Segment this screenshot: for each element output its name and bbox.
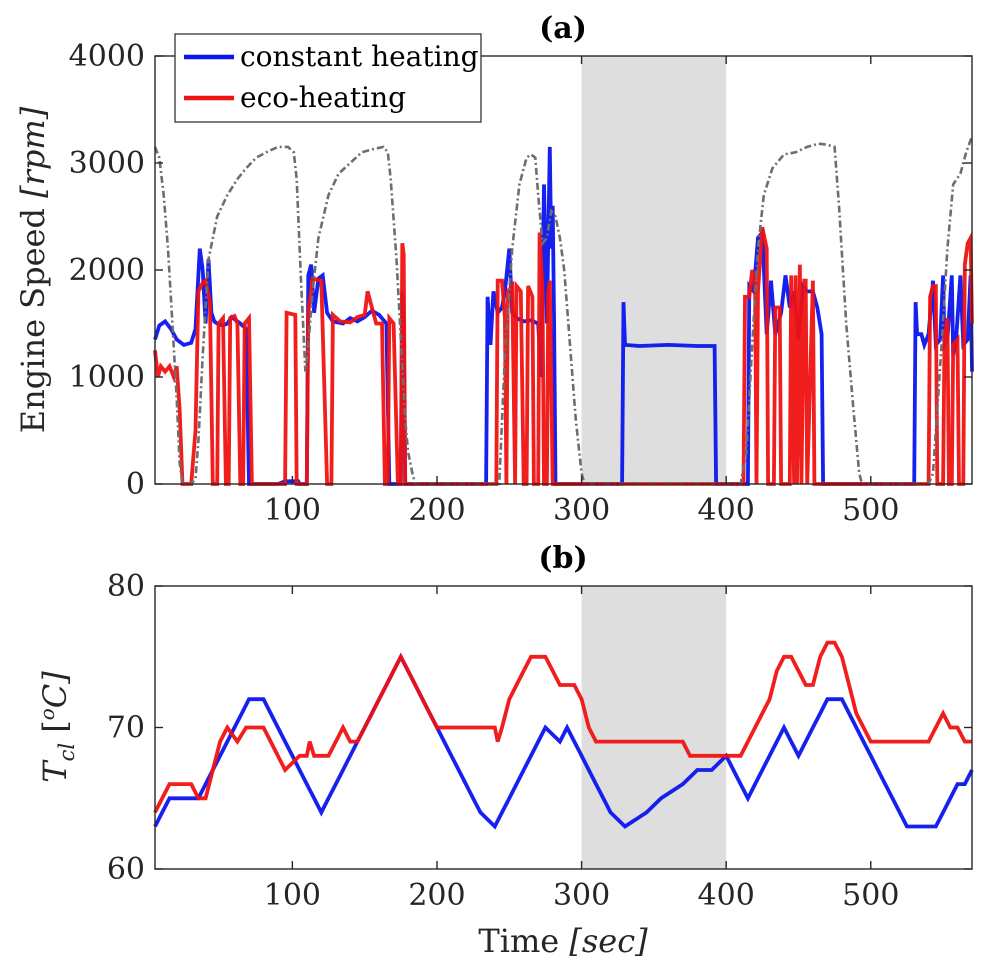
- y-tick-label-a-0: 0: [126, 467, 145, 502]
- y-axis-label-b-sup: o: [35, 708, 59, 720]
- x-tick-label-b-400: 400: [698, 878, 755, 913]
- ticks-b: 100 200 300 400 500 60 70 80: [107, 569, 972, 913]
- x-tick-label-b-200: 200: [408, 878, 465, 913]
- eco-heating-line-b: [153, 640, 972, 814]
- ticks-a: 100 200 300 400 500 0 1000 2000 3000 4000: [69, 39, 972, 528]
- y-tick-label-a-4000: 4000: [69, 39, 145, 74]
- x-tick-label-a-400: 400: [698, 493, 755, 528]
- constant-heating-line-a: [153, 146, 974, 486]
- x-tick-label-b-300: 300: [553, 878, 610, 913]
- legend: constant heating eco-heating: [174, 33, 482, 123]
- y-tick-label-a-2000: 2000: [69, 253, 145, 288]
- x-tick-label-a-300: 300: [553, 493, 610, 528]
- series-layer-a: [153, 135, 974, 486]
- panel-b: 100 200 300 400 500 60 70 80 (b) Tcl [oC] Time …: [35, 541, 974, 960]
- reference-speed-line-a: [153, 135, 974, 486]
- panel-title-a: (a): [539, 11, 587, 46]
- y-tick-label-b-60: 60: [107, 852, 145, 887]
- panel-a: 100 200 300 400 500 0 1000 2000 3000 4000 (a) Eng…: [14, 11, 974, 528]
- y-tick-label-b-70: 70: [107, 711, 145, 746]
- x-tick-label-b-500: 500: [842, 878, 899, 913]
- y-axis-label-b-main: T: [36, 759, 74, 783]
- x-axis-label-b-text: Time: [478, 922, 569, 960]
- eco-heating-line-a: [153, 226, 974, 486]
- shaded-region-a: [581, 56, 727, 484]
- constant-heating-line-b: [153, 652, 974, 830]
- series-layer-b: [153, 640, 974, 830]
- y-tick-label-a-3000: 3000: [69, 146, 145, 181]
- x-axis-label-b-unit: [sec]: [569, 922, 648, 960]
- y-axis-label-b-rest: C]: [36, 671, 74, 708]
- legend-box: [174, 33, 482, 123]
- y-axis-label-a-text: Engine Speed: [14, 198, 52, 433]
- y-axis-label-a-unit: [rpm]: [14, 106, 52, 198]
- y-axis-label-b: Tcl [oC]: [35, 671, 79, 783]
- x-tick-label-b-100: 100: [264, 878, 321, 913]
- legend-label-constant-heating: constant heating: [240, 40, 479, 73]
- shaded-region-b: [581, 586, 727, 869]
- x-tick-label-a-500: 500: [842, 493, 899, 528]
- x-axis-label-b: Time [sec]: [478, 922, 648, 960]
- panel-title-b: (b): [538, 541, 587, 576]
- y-tick-label-a-1000: 1000: [69, 360, 145, 395]
- y-axis-label-b-open: [: [36, 720, 74, 743]
- x-tick-label-a-200: 200: [408, 493, 465, 528]
- y-axis-label-b-sub: cl: [55, 743, 79, 761]
- x-tick-label-a-100: 100: [264, 493, 321, 528]
- y-tick-label-b-80: 80: [107, 569, 145, 604]
- legend-label-eco-heating: eco-heating: [240, 81, 406, 114]
- y-axis-label-a: Engine Speed [rpm]: [14, 106, 52, 433]
